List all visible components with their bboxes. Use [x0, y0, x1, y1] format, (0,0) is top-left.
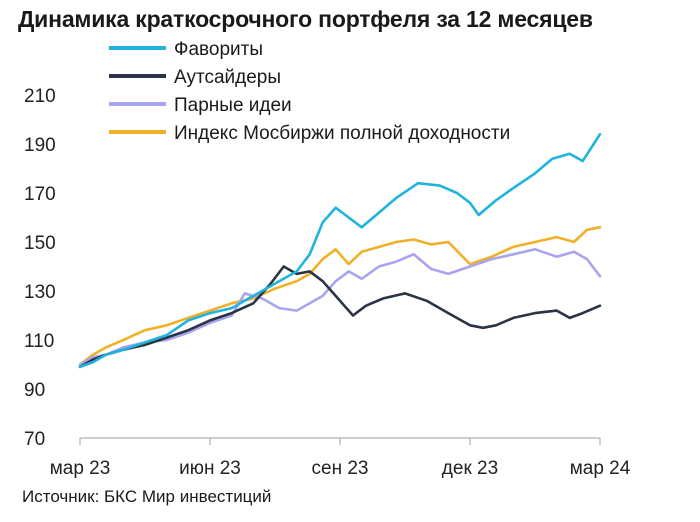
axis-layer: 70 90 110 130 150 170 190 210 мар 23 июн 23 сен 23… — [24, 86, 631, 479]
y-tick-label: 110 — [24, 331, 54, 352]
x-tick-label: июн 23 — [179, 458, 241, 479]
series-line-3 — [78, 226, 602, 366]
y-tick-label: 70 — [24, 429, 45, 450]
x-tick-label: дек 23 — [442, 458, 498, 479]
y-tick-label: 170 — [24, 184, 56, 205]
x-tick-label: сен 23 — [312, 458, 369, 479]
y-tick-label: 130 — [24, 282, 56, 303]
source-note: Источник: БКС Мир инвестиций — [22, 487, 272, 506]
y-tick-label: 150 — [24, 233, 56, 254]
x-tick-label: мар 23 — [50, 458, 111, 479]
legend-label: Парные идеи — [174, 95, 292, 116]
y-tick-label: 90 — [24, 380, 45, 401]
chart-title: Динамика краткосрочного портфеля за 12 м… — [18, 6, 593, 32]
legend-label: Фавориты — [174, 39, 263, 60]
y-tick-label: 210 — [24, 86, 56, 107]
series-line-1 — [78, 265, 602, 369]
x-tick-label: мар 24 — [570, 458, 631, 479]
series-line-2 — [78, 248, 602, 366]
series-line-0 — [78, 132, 602, 369]
legend: Фавориты Аутсайдеры Парные идеи Индекс Мосб… — [109, 39, 510, 144]
series-layer — [78, 132, 602, 369]
legend-label: Индекс Мосбиржи полной доходности — [174, 123, 510, 144]
legend-label: Аутсайдеры — [174, 67, 281, 88]
y-tick-label: 190 — [24, 135, 56, 156]
